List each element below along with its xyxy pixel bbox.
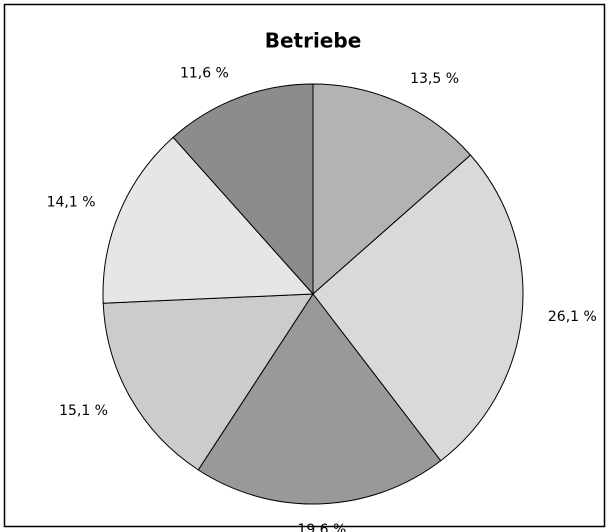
data-label: 14,1 %	[47, 194, 96, 210]
data-label: 15,1 %	[59, 403, 108, 419]
pie-slice	[312, 154, 524, 462]
pie-slice	[197, 293, 442, 505]
pie-slice	[102, 136, 315, 304]
pie-slice	[172, 83, 314, 296]
data-label: 13,5 %	[410, 71, 459, 87]
data-label: 19,6 %	[297, 522, 346, 532]
chart-title: Betriebe	[265, 29, 362, 53]
pie-slice	[102, 293, 314, 471]
pie-slice	[312, 83, 472, 296]
data-label: 11,6 %	[180, 65, 229, 81]
data-label: 26,1 %	[548, 309, 597, 325]
